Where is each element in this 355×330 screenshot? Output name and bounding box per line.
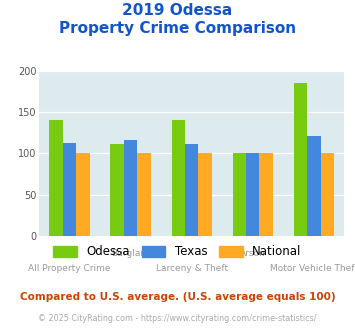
Text: 2019 Odessa: 2019 Odessa	[122, 3, 233, 18]
Text: © 2025 CityRating.com - https://www.cityrating.com/crime-statistics/: © 2025 CityRating.com - https://www.city…	[38, 314, 317, 323]
Bar	[110, 144, 124, 236]
Bar	[49, 120, 63, 236]
Bar	[76, 153, 90, 236]
Text: Larceny & Theft: Larceny & Theft	[155, 264, 228, 273]
Bar	[63, 143, 76, 236]
Bar	[246, 153, 260, 236]
Bar	[185, 144, 198, 236]
Legend: Odessa, Texas, National: Odessa, Texas, National	[49, 241, 306, 263]
Text: Arson: Arson	[240, 249, 266, 258]
Text: Property Crime Comparison: Property Crime Comparison	[59, 21, 296, 36]
Bar	[294, 83, 307, 236]
Bar	[171, 120, 185, 236]
Bar	[321, 153, 334, 236]
Bar	[137, 153, 151, 236]
Text: All Property Crime: All Property Crime	[28, 264, 111, 273]
Text: Compared to U.S. average. (U.S. average equals 100): Compared to U.S. average. (U.S. average …	[20, 292, 335, 302]
Bar	[233, 153, 246, 236]
Bar	[307, 136, 321, 236]
Bar	[124, 140, 137, 236]
Text: Motor Vehicle Theft: Motor Vehicle Theft	[270, 264, 355, 273]
Bar	[198, 153, 212, 236]
Bar	[260, 153, 273, 236]
Text: Burglary: Burglary	[111, 249, 150, 258]
